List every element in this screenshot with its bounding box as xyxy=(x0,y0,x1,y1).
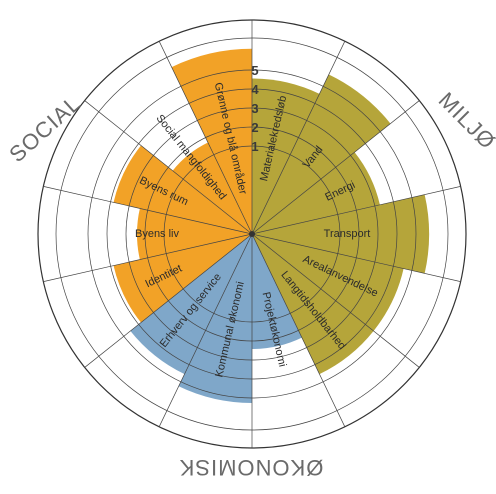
tick-label-3: 3 xyxy=(251,101,258,116)
grid-spoke-14 xyxy=(158,41,253,235)
sector-bar-11 xyxy=(136,208,252,260)
sector-bar-4 xyxy=(252,194,430,274)
grid-spoke-10 xyxy=(84,233,253,368)
sector-bar-13 xyxy=(172,142,252,234)
tick-label-1: 1 xyxy=(251,139,258,154)
grid-spoke-9 xyxy=(158,233,253,427)
grid-spoke-11 xyxy=(43,233,253,282)
grid-spoke-7 xyxy=(251,233,346,427)
tick-label-4: 4 xyxy=(251,82,259,97)
sector-label-11: Byens liv xyxy=(135,228,180,240)
tick-label-5: 5 xyxy=(251,63,258,78)
grid-spoke-3 xyxy=(251,100,420,235)
sector-bar-14 xyxy=(171,48,252,235)
scale-ticks: 1 2 3 4 5 xyxy=(251,63,259,154)
grid-spoke-2 xyxy=(251,41,346,235)
sector-bar-1 xyxy=(252,78,320,234)
sector-bar-6 xyxy=(252,234,374,375)
grid-spoke-4 xyxy=(251,186,461,235)
sector-bar-12 xyxy=(113,145,252,234)
sector-label-4: Transport xyxy=(324,228,371,240)
sector-bar-8 xyxy=(178,234,252,403)
center-dot xyxy=(249,231,255,237)
grid-spoke-13 xyxy=(84,100,253,235)
sector-bar-2 xyxy=(252,74,391,234)
sector-bar-9 xyxy=(130,234,252,375)
grid-spoke-5 xyxy=(251,233,461,282)
group-label-3: ØKONOMISK xyxy=(179,455,324,480)
tick-label-2: 2 xyxy=(251,120,258,135)
grid-rings xyxy=(37,19,467,449)
group-label-2: MILJØ xyxy=(434,87,496,154)
grid-spoke-12 xyxy=(43,186,253,235)
grid-spoke-6 xyxy=(251,233,420,368)
sector-bar-5 xyxy=(252,234,404,331)
sector-bar-3 xyxy=(252,152,380,234)
group-label-1: SOCIAL xyxy=(4,90,85,167)
sector-bar-7 xyxy=(252,234,302,349)
sector-bar-10 xyxy=(113,234,252,323)
sector-bars xyxy=(113,48,430,403)
